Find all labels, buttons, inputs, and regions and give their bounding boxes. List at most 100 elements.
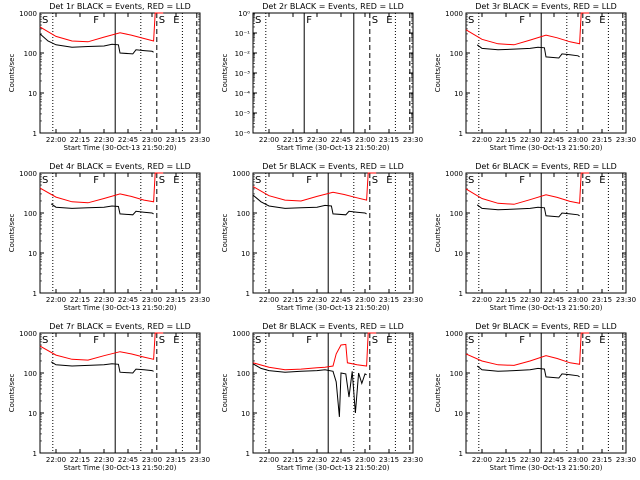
event-marker-s: S bbox=[42, 175, 48, 186]
y-axis-label: Counts/sec bbox=[221, 54, 229, 93]
plot-frame bbox=[465, 12, 627, 134]
chart-title: Det 2r BLACK = Events, RED = LLD bbox=[262, 2, 404, 11]
event-marker-s: S bbox=[159, 335, 165, 346]
x-tick-label: 22:30 bbox=[94, 296, 114, 304]
x-axis-label: Start Time (30-Oct-13 21:50:20) bbox=[277, 144, 390, 152]
y-tick-label: 1 bbox=[33, 290, 37, 298]
y-axis-label: Counts/sec bbox=[434, 374, 442, 413]
chart-panel-7r: Det 7r BLACK = Events, RED = LLD 1 10 100 10… bbox=[8, 322, 210, 472]
x-tick-label: 23:15 bbox=[379, 456, 399, 464]
x-tick-label: 23:30 bbox=[190, 296, 210, 304]
plot-frame bbox=[465, 172, 627, 294]
chart-title: Det 7r BLACK = Events, RED = LLD bbox=[49, 322, 191, 331]
event-marker-f: F bbox=[306, 335, 312, 346]
y-tick-label: 10 bbox=[241, 410, 250, 418]
y-axis-label: Counts/sec bbox=[434, 214, 442, 253]
y-tick-label: 100 bbox=[24, 210, 37, 218]
x-tick-label: 22:30 bbox=[307, 296, 327, 304]
y-tick-label: 10⁻³ bbox=[235, 70, 251, 78]
y-tick-label: 100 bbox=[450, 210, 463, 218]
y-tick-label: 1 bbox=[33, 130, 37, 138]
y-tick-label: 1000 bbox=[445, 170, 463, 178]
y-tick-label: 10⁻⁵ bbox=[235, 110, 251, 118]
chart-panel-2r: Det 2r BLACK = Events, RED = LLD 10⁻⁶ 10⁻⁵… bbox=[221, 2, 423, 152]
series-line-events bbox=[50, 203, 154, 216]
series-line-lld bbox=[39, 332, 164, 361]
event-marker-s: S bbox=[255, 175, 261, 186]
x-axis-label: Start Time (30-Oct-13 21:50:20) bbox=[64, 304, 177, 312]
y-tick-label: 100 bbox=[450, 370, 463, 378]
y-tick-label: 10 bbox=[241, 250, 250, 258]
x-tick-label: 23:15 bbox=[166, 296, 186, 304]
y-axis-label: Counts/sec bbox=[221, 374, 229, 413]
event-marker-f: F bbox=[306, 15, 312, 26]
x-tick-label: 22:45 bbox=[118, 456, 138, 464]
chart-title: Det 4r BLACK = Events, RED = LLD bbox=[49, 162, 191, 171]
x-tick-label: 23:30 bbox=[616, 296, 636, 304]
y-tick-label: 1 bbox=[246, 290, 250, 298]
chart-title: Det 8r BLACK = Events, RED = LLD bbox=[262, 322, 404, 331]
x-tick-label: 23:30 bbox=[190, 456, 210, 464]
x-tick-label: 23:15 bbox=[166, 456, 186, 464]
event-marker-s: S bbox=[468, 175, 474, 186]
event-marker-s: S bbox=[255, 335, 261, 346]
y-axis-label: Counts/sec bbox=[8, 374, 16, 413]
series-line-events bbox=[476, 365, 580, 379]
y-tick-label: 1000 bbox=[232, 330, 250, 338]
series-line-lld bbox=[252, 172, 377, 202]
event-marker-e: E bbox=[599, 335, 605, 346]
y-tick-label: 1000 bbox=[19, 330, 37, 338]
y-tick-label: 1000 bbox=[19, 10, 37, 18]
event-marker-e: E bbox=[173, 335, 179, 346]
y-tick-label: 100 bbox=[24, 370, 37, 378]
x-axis-label: Start Time (30-Oct-13 21:50:20) bbox=[64, 464, 177, 472]
chart-title: Det 9r BLACK = Events, RED = LLD bbox=[475, 322, 617, 331]
x-tick-label: 22:45 bbox=[544, 296, 564, 304]
event-marker-s: S bbox=[159, 175, 165, 186]
x-tick-label: 23:00 bbox=[355, 456, 375, 464]
x-tick-label: 22:00 bbox=[259, 136, 279, 144]
x-tick-label: 22:30 bbox=[520, 136, 540, 144]
x-axis-label: Start Time (30-Oct-13 21:50:20) bbox=[490, 464, 603, 472]
x-tick-label: 23:30 bbox=[403, 296, 423, 304]
x-tick-label: 23:15 bbox=[166, 136, 186, 144]
event-marker-f: F bbox=[519, 15, 525, 26]
x-tick-label: 23:00 bbox=[142, 296, 162, 304]
y-tick-label: 1000 bbox=[19, 170, 37, 178]
series-line-events bbox=[252, 363, 367, 417]
plot-frame bbox=[252, 332, 414, 454]
x-tick-label: 22:15 bbox=[496, 456, 516, 464]
x-tick-label: 23:00 bbox=[142, 136, 162, 144]
y-tick-label: 100 bbox=[237, 210, 250, 218]
x-tick-label: 22:00 bbox=[472, 136, 492, 144]
x-tick-label: 22:30 bbox=[520, 456, 540, 464]
event-marker-f: F bbox=[306, 175, 312, 186]
x-tick-label: 23:00 bbox=[355, 296, 375, 304]
x-tick-label: 22:45 bbox=[544, 136, 564, 144]
plot-frame bbox=[252, 172, 414, 294]
x-tick-label: 22:45 bbox=[544, 456, 564, 464]
y-axis-label: Counts/sec bbox=[434, 54, 442, 93]
event-marker-s: S bbox=[42, 335, 48, 346]
y-tick-label: 100 bbox=[450, 50, 463, 58]
x-tick-label: 22:00 bbox=[472, 456, 492, 464]
x-tick-label: 23:15 bbox=[592, 296, 612, 304]
series-line-events bbox=[476, 204, 580, 218]
x-tick-label: 22:00 bbox=[46, 136, 66, 144]
plot-frame bbox=[39, 172, 201, 294]
y-tick-label: 1000 bbox=[232, 170, 250, 178]
event-marker-s: S bbox=[159, 15, 165, 26]
series-line-events bbox=[252, 194, 367, 216]
x-tick-label: 22:15 bbox=[496, 136, 516, 144]
y-tick-label: 10⁰ bbox=[238, 10, 250, 18]
event-marker-e: E bbox=[173, 175, 179, 186]
y-axis-label: Counts/sec bbox=[8, 54, 16, 93]
y-tick-label: 10⁻⁴ bbox=[235, 90, 251, 98]
event-marker-s: S bbox=[255, 15, 261, 26]
x-tick-label: 22:15 bbox=[70, 136, 90, 144]
event-marker-f: F bbox=[93, 335, 99, 346]
x-tick-label: 22:00 bbox=[472, 296, 492, 304]
chart-title: Det 3r BLACK = Events, RED = LLD bbox=[475, 2, 617, 11]
series-line-lld bbox=[39, 172, 164, 204]
